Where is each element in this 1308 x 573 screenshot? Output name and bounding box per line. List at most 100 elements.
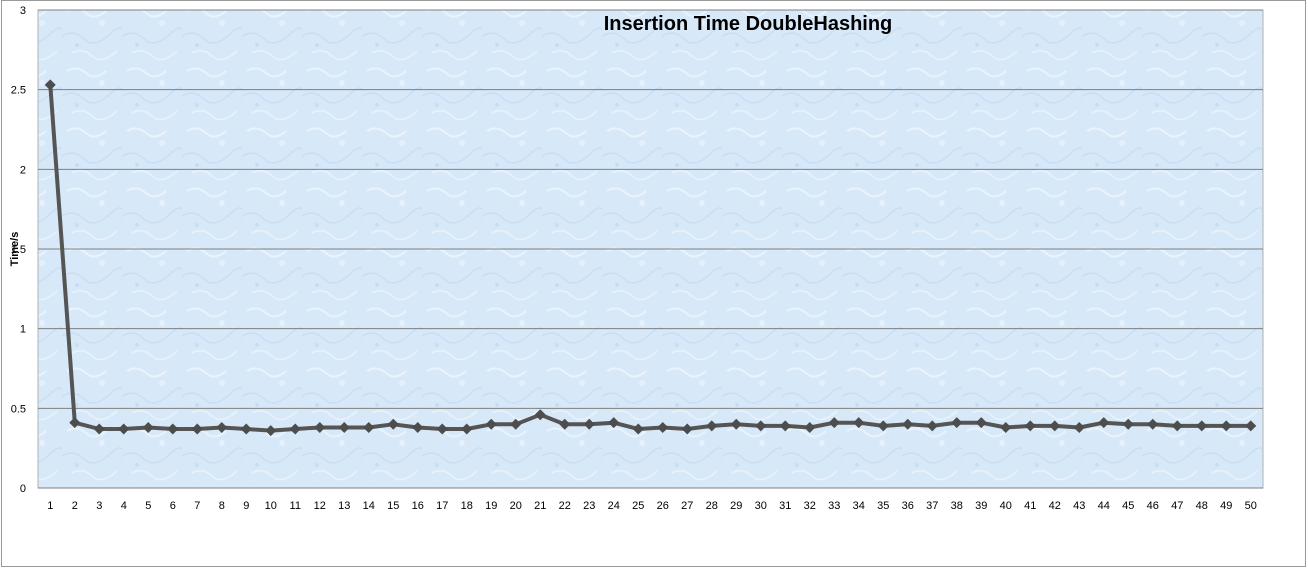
data-point-marker [118, 423, 130, 435]
x-tick-label: 39 [975, 500, 987, 512]
data-point-marker [1000, 421, 1012, 433]
data-point-marker [534, 409, 546, 421]
x-tick-label: 48 [1196, 500, 1208, 512]
x-tick-label: 36 [902, 500, 914, 512]
data-point-marker [1196, 420, 1208, 432]
data-point-marker [1147, 418, 1159, 430]
x-tick-label: 15 [387, 500, 399, 512]
x-tick-label: 20 [510, 500, 522, 512]
x-tick-label: 1 [47, 500, 53, 512]
y-tick-label: 1 [20, 324, 26, 336]
x-tick-label: 23 [583, 500, 595, 512]
y-tick-label: 0.5 [11, 403, 26, 415]
x-tick-label: 41 [1024, 500, 1036, 512]
data-point-marker [142, 421, 154, 433]
x-tick-label: 24 [608, 500, 620, 512]
x-tick-label: 28 [706, 500, 718, 512]
data-point-marker [216, 421, 228, 433]
data-point-marker [1122, 418, 1134, 430]
x-tick-label: 37 [926, 500, 938, 512]
x-tick-label: 17 [436, 500, 448, 512]
x-tick-label: 22 [559, 500, 571, 512]
data-point-marker [1245, 420, 1257, 432]
x-tick-label: 31 [779, 500, 791, 512]
x-tick-label: 13 [338, 500, 350, 512]
data-point-marker [877, 420, 889, 432]
data-point-marker [289, 423, 301, 435]
data-point-marker [755, 420, 767, 432]
data-point-marker [1171, 420, 1183, 432]
x-tick-label: 46 [1147, 500, 1159, 512]
data-point-marker [583, 418, 595, 430]
data-point-marker [69, 417, 81, 429]
data-point-marker [559, 418, 571, 430]
data-point-marker [926, 420, 938, 432]
x-tick-label: 2 [72, 500, 78, 512]
y-axis-ticks: 0 0.5 1 1.5 2 2.5 3 [11, 5, 26, 495]
x-tick-label: 10 [265, 500, 277, 512]
data-point-marker [191, 423, 203, 435]
data-point-marker [951, 417, 963, 429]
x-tick-label: 19 [485, 500, 497, 512]
y-tick-label: 2.5 [11, 85, 26, 97]
data-point-marker [510, 418, 522, 430]
y-axis-label: Time/s [9, 232, 21, 267]
data-point-marker [461, 423, 473, 435]
data-point-marker [44, 79, 56, 91]
data-point-marker [1220, 420, 1232, 432]
data-point-marker [1098, 417, 1110, 429]
data-point-marker [1073, 421, 1085, 433]
x-tick-label: 47 [1171, 500, 1183, 512]
x-tick-label: 43 [1073, 500, 1085, 512]
x-tick-label: 11 [290, 500, 301, 512]
data-point-marker [706, 420, 718, 432]
data-point-marker [265, 425, 277, 437]
data-point-marker [657, 421, 669, 433]
x-tick-label: 42 [1049, 500, 1061, 512]
data-point-marker [681, 423, 693, 435]
x-tick-label: 49 [1220, 500, 1232, 512]
y-tick-label: 3 [20, 5, 26, 17]
y-tick-label: 2 [20, 164, 26, 176]
x-tick-label: 18 [461, 500, 473, 512]
x-tick-label: 38 [951, 500, 963, 512]
data-point-marker [902, 418, 914, 430]
x-tick-label: 16 [412, 500, 424, 512]
data-point-marker [1049, 420, 1061, 432]
data-point-marker [975, 417, 987, 429]
data-point-marker [167, 423, 179, 435]
x-tick-label: 35 [877, 500, 889, 512]
x-tick-label: 27 [681, 500, 693, 512]
x-tick-label: 5 [145, 500, 151, 512]
data-point-marker [240, 423, 252, 435]
x-tick-label: 29 [730, 500, 742, 512]
x-tick-label: 44 [1098, 500, 1110, 512]
y-tick-label: 0 [20, 483, 26, 495]
data-point-marker [1024, 420, 1036, 432]
series-markers [44, 79, 1257, 437]
y-tick-label: 1.5 [11, 244, 26, 256]
chart-title: Insertion Time DoubleHashing [604, 13, 893, 35]
data-point-marker [93, 423, 105, 435]
data-point-marker [485, 418, 497, 430]
data-point-marker [632, 423, 644, 435]
x-tick-label: 3 [96, 500, 102, 512]
x-tick-label: 9 [243, 500, 249, 512]
x-tick-label: 4 [121, 500, 127, 512]
x-tick-label: 34 [853, 500, 865, 512]
x-tick-label: 50 [1245, 500, 1257, 512]
x-tick-label: 6 [170, 500, 176, 512]
x-tick-label: 7 [194, 500, 200, 512]
data-point-marker [779, 420, 791, 432]
data-point-marker [608, 417, 620, 429]
data-point-marker [436, 423, 448, 435]
data-point-marker [363, 421, 375, 433]
x-tick-label: 21 [534, 500, 546, 512]
x-tick-label: 26 [657, 500, 669, 512]
data-point-marker [314, 421, 326, 433]
data-point-marker [804, 421, 816, 433]
x-tick-label: 30 [755, 500, 767, 512]
data-point-marker [412, 421, 424, 433]
